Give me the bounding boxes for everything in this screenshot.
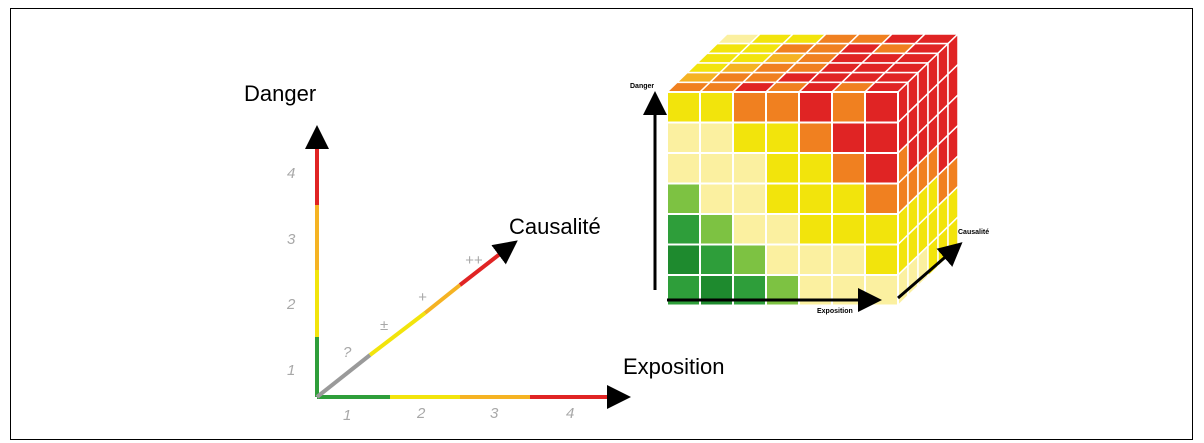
cube-side-face bbox=[897, 32, 959, 308]
danger-tick-2: 2 bbox=[286, 296, 296, 313]
cube-front-cell bbox=[831, 182, 866, 215]
cube-front-cell bbox=[864, 213, 899, 246]
danger-tick-1: 1 bbox=[287, 362, 295, 379]
cube-front-cell bbox=[831, 152, 866, 185]
cube-front-cell bbox=[732, 213, 767, 246]
exposition-tick-4: 4 bbox=[566, 405, 574, 422]
exposition-axis-label: Exposition bbox=[623, 354, 725, 379]
causalite-tick-2: ± bbox=[380, 317, 388, 334]
cube-front-cell bbox=[798, 152, 833, 185]
causalite-segment-1 bbox=[315, 353, 372, 399]
cube-front-face bbox=[666, 91, 899, 307]
exposition-tick-1: 1 bbox=[343, 407, 351, 424]
cube-front-cell bbox=[699, 182, 734, 215]
causalite-axis-label: Causalité bbox=[509, 214, 601, 239]
cube-front-cell bbox=[699, 121, 734, 154]
causalite-axis bbox=[315, 240, 518, 399]
cube-front-cell bbox=[765, 182, 800, 215]
cube-front-cell bbox=[831, 213, 866, 246]
causalite-tick-3: + bbox=[418, 289, 427, 306]
cube-front-cell bbox=[765, 121, 800, 154]
cube-front-cell bbox=[864, 121, 899, 154]
cube-front-cell bbox=[831, 91, 866, 124]
exposition-tick-2: 2 bbox=[416, 405, 426, 422]
cube-front-cell bbox=[765, 243, 800, 276]
cube-front-cell bbox=[732, 243, 767, 276]
cube-front-cell bbox=[666, 182, 701, 215]
causalite-tick-4: ++ bbox=[465, 252, 483, 269]
cube-front-cell bbox=[765, 91, 800, 124]
cube-front-cell bbox=[666, 243, 701, 276]
cube-top-face bbox=[665, 33, 960, 93]
cube-front-cell bbox=[699, 152, 734, 185]
cube-front-cell bbox=[765, 152, 800, 185]
cube-front-cell bbox=[798, 121, 833, 154]
cube-front-cell bbox=[666, 213, 701, 246]
cube-front-cell bbox=[798, 182, 833, 215]
cube-front-cell bbox=[765, 213, 800, 246]
cube-front-cell bbox=[798, 91, 833, 124]
cube-front-cell bbox=[666, 91, 701, 124]
cube-front-cell bbox=[699, 91, 734, 124]
causalite-tick-1: ? bbox=[343, 344, 352, 361]
cube-front-cell bbox=[831, 121, 866, 154]
figure-frame bbox=[10, 8, 1193, 440]
cube-front-cell bbox=[732, 91, 767, 124]
causalite-segment-3 bbox=[423, 283, 462, 315]
cube-front-cell bbox=[699, 213, 734, 246]
cube-front-cell bbox=[864, 243, 899, 276]
cube-front-cell bbox=[732, 121, 767, 154]
cube-exposition-label: Exposition bbox=[817, 308, 853, 315]
danger-tick-4: 4 bbox=[287, 165, 295, 182]
cube-causalite-axis bbox=[897, 242, 963, 300]
cube-front-cell bbox=[699, 243, 734, 276]
cube-front-cell bbox=[864, 152, 899, 185]
cube-front-cell bbox=[798, 213, 833, 246]
cube-front-cell bbox=[732, 152, 767, 185]
cube-front-cell bbox=[864, 182, 899, 215]
risk-cube: Danger Exposition Causalité bbox=[630, 32, 989, 315]
cube-danger-label: Danger bbox=[630, 83, 654, 90]
cube-front-cell bbox=[732, 182, 767, 215]
cube-front-cell bbox=[666, 121, 701, 154]
causalite-arrow bbox=[491, 240, 518, 265]
danger-axis-label: Danger bbox=[244, 81, 316, 106]
cube-causalite-label: Causalité bbox=[958, 229, 989, 236]
exposition-tick-3: 3 bbox=[490, 405, 499, 422]
danger-tick-3: 3 bbox=[287, 231, 296, 248]
cube-front-cell bbox=[864, 91, 899, 124]
left-axes-diagram: Danger Causalité Exposition 1 2 3 4 1 2 … bbox=[244, 81, 725, 424]
cube-front-cell bbox=[798, 243, 833, 276]
cube-front-cell bbox=[831, 243, 866, 276]
causalite-segment-2 bbox=[368, 311, 427, 357]
cube-front-cell bbox=[666, 152, 701, 185]
